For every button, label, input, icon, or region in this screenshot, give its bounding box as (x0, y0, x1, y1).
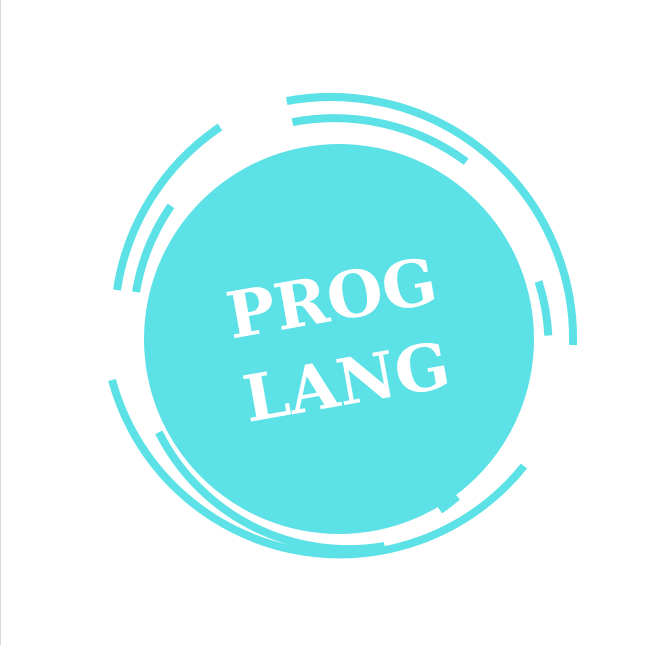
inner-ring-arc-top-right (291, 114, 469, 165)
logo-emblem (108, 93, 578, 559)
inner-ring-arc-bottom-right (437, 493, 461, 514)
inner-ring-arc-right (534, 280, 553, 336)
inner-ring-arc-top-left (132, 203, 175, 293)
outer-ring-arc-top-right (285, 93, 578, 346)
inner-ring-arc-bottom (155, 430, 386, 554)
logo-disc (144, 144, 534, 534)
outer-ring-arc-bottom (108, 378, 528, 559)
page-left-border (0, 0, 1, 645)
outer-ring-arc-left (113, 123, 223, 291)
